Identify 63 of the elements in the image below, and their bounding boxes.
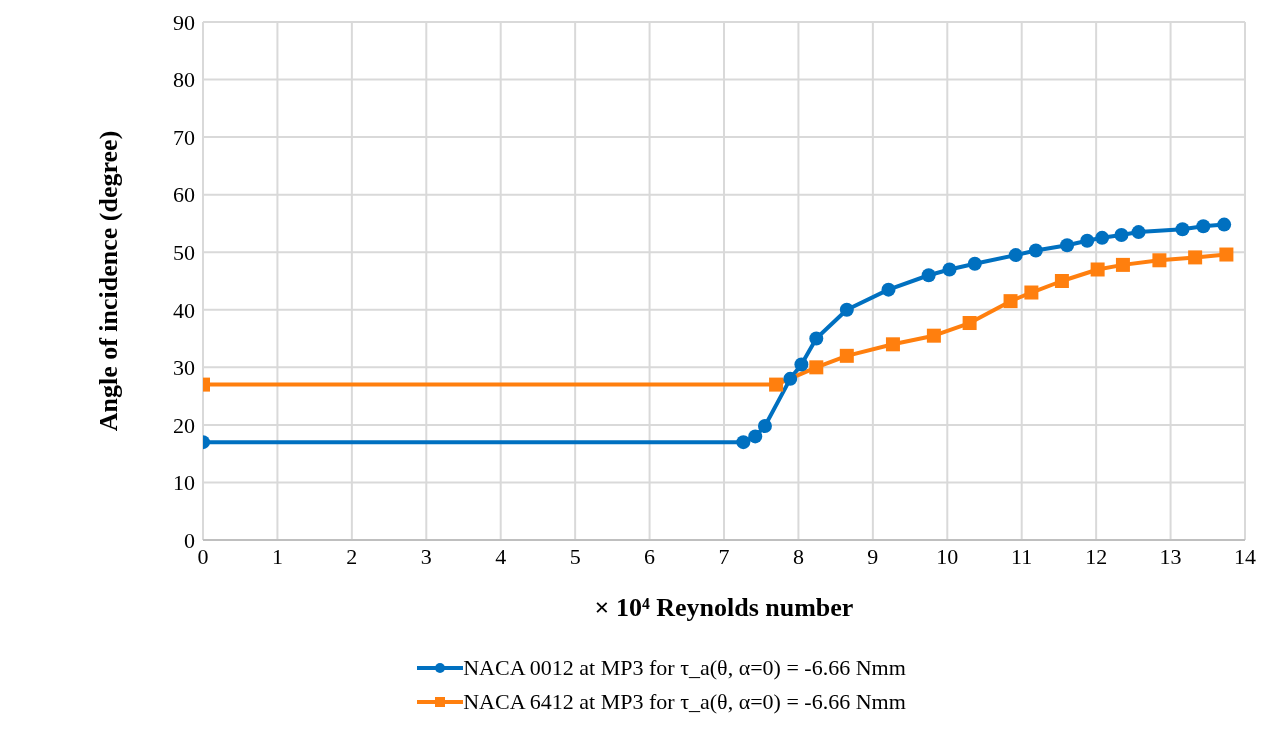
- point: [736, 435, 751, 450]
- y-tick-label: 10: [173, 470, 195, 496]
- point: [748, 429, 763, 444]
- legend-label: NACA 6412 at MP3 for τ_a(θ, α=0) = -6.66 Nmm: [463, 689, 906, 715]
- point: [839, 348, 854, 363]
- x-tick-label: 13: [1159, 543, 1182, 569]
- y-axis-title: Angle of incidence (degree): [94, 130, 124, 432]
- point: [1114, 227, 1129, 242]
- point: [1054, 274, 1069, 288]
- point: [1008, 248, 1023, 263]
- point: [1095, 230, 1110, 245]
- point: [809, 360, 824, 375]
- x-tick-label: 7: [718, 543, 730, 569]
- point: [1217, 217, 1232, 232]
- legend-label: NACA 0012 at MP3 for τ_a(θ, α=0) = -6.66 Nmm: [463, 655, 906, 681]
- x-tick-label: 3: [420, 543, 432, 569]
- point: [885, 337, 900, 352]
- x-tick-label: 12: [1085, 543, 1108, 569]
- x-tick-label: 8: [792, 543, 804, 569]
- point: [921, 268, 936, 283]
- x-tick-label: 14: [1234, 543, 1256, 569]
- point: [1175, 222, 1190, 237]
- x-tick-label: 10: [936, 543, 959, 569]
- point: [1003, 294, 1018, 309]
- point: [1028, 243, 1043, 258]
- y-tick-label: 50: [173, 240, 195, 266]
- x-axis-title: × 10⁴ Reynolds number: [594, 593, 854, 623]
- point: [1060, 238, 1075, 253]
- point: [1188, 250, 1203, 265]
- y-tick-label: 40: [173, 297, 195, 323]
- x-tick-label: 4: [495, 543, 507, 569]
- x-tick-label: 6: [644, 543, 656, 569]
- y-tick-label: 80: [173, 67, 195, 93]
- x-tick-label: 1: [271, 543, 283, 569]
- x-tick-label: 2: [346, 543, 358, 569]
- point: [1152, 253, 1167, 268]
- x-tick-label: 9: [867, 543, 879, 569]
- point: [1090, 262, 1105, 277]
- point: [1131, 225, 1146, 240]
- y-tick-label: 90: [173, 9, 195, 35]
- point: [1080, 233, 1095, 248]
- y-tick-label: 0: [184, 527, 195, 553]
- point: [809, 331, 824, 346]
- point: [794, 357, 809, 372]
- y-tick-label: 30: [173, 355, 195, 381]
- x-tick-label: 11: [1011, 543, 1033, 569]
- point: [1219, 247, 1234, 262]
- point: [1024, 285, 1039, 300]
- y-tick-label: 20: [173, 412, 195, 438]
- point: [1115, 257, 1130, 272]
- point: [769, 377, 784, 392]
- point: [926, 328, 941, 343]
- point: [783, 371, 798, 386]
- point: [967, 256, 982, 271]
- point: [839, 302, 854, 317]
- y-tick-label: 60: [173, 182, 195, 208]
- y-tick-label: 70: [173, 124, 195, 150]
- point: [881, 282, 896, 297]
- x-tick-label: 5: [569, 543, 581, 569]
- point: [757, 419, 772, 434]
- point: [942, 262, 957, 277]
- point: [962, 316, 977, 331]
- point: [1196, 219, 1211, 234]
